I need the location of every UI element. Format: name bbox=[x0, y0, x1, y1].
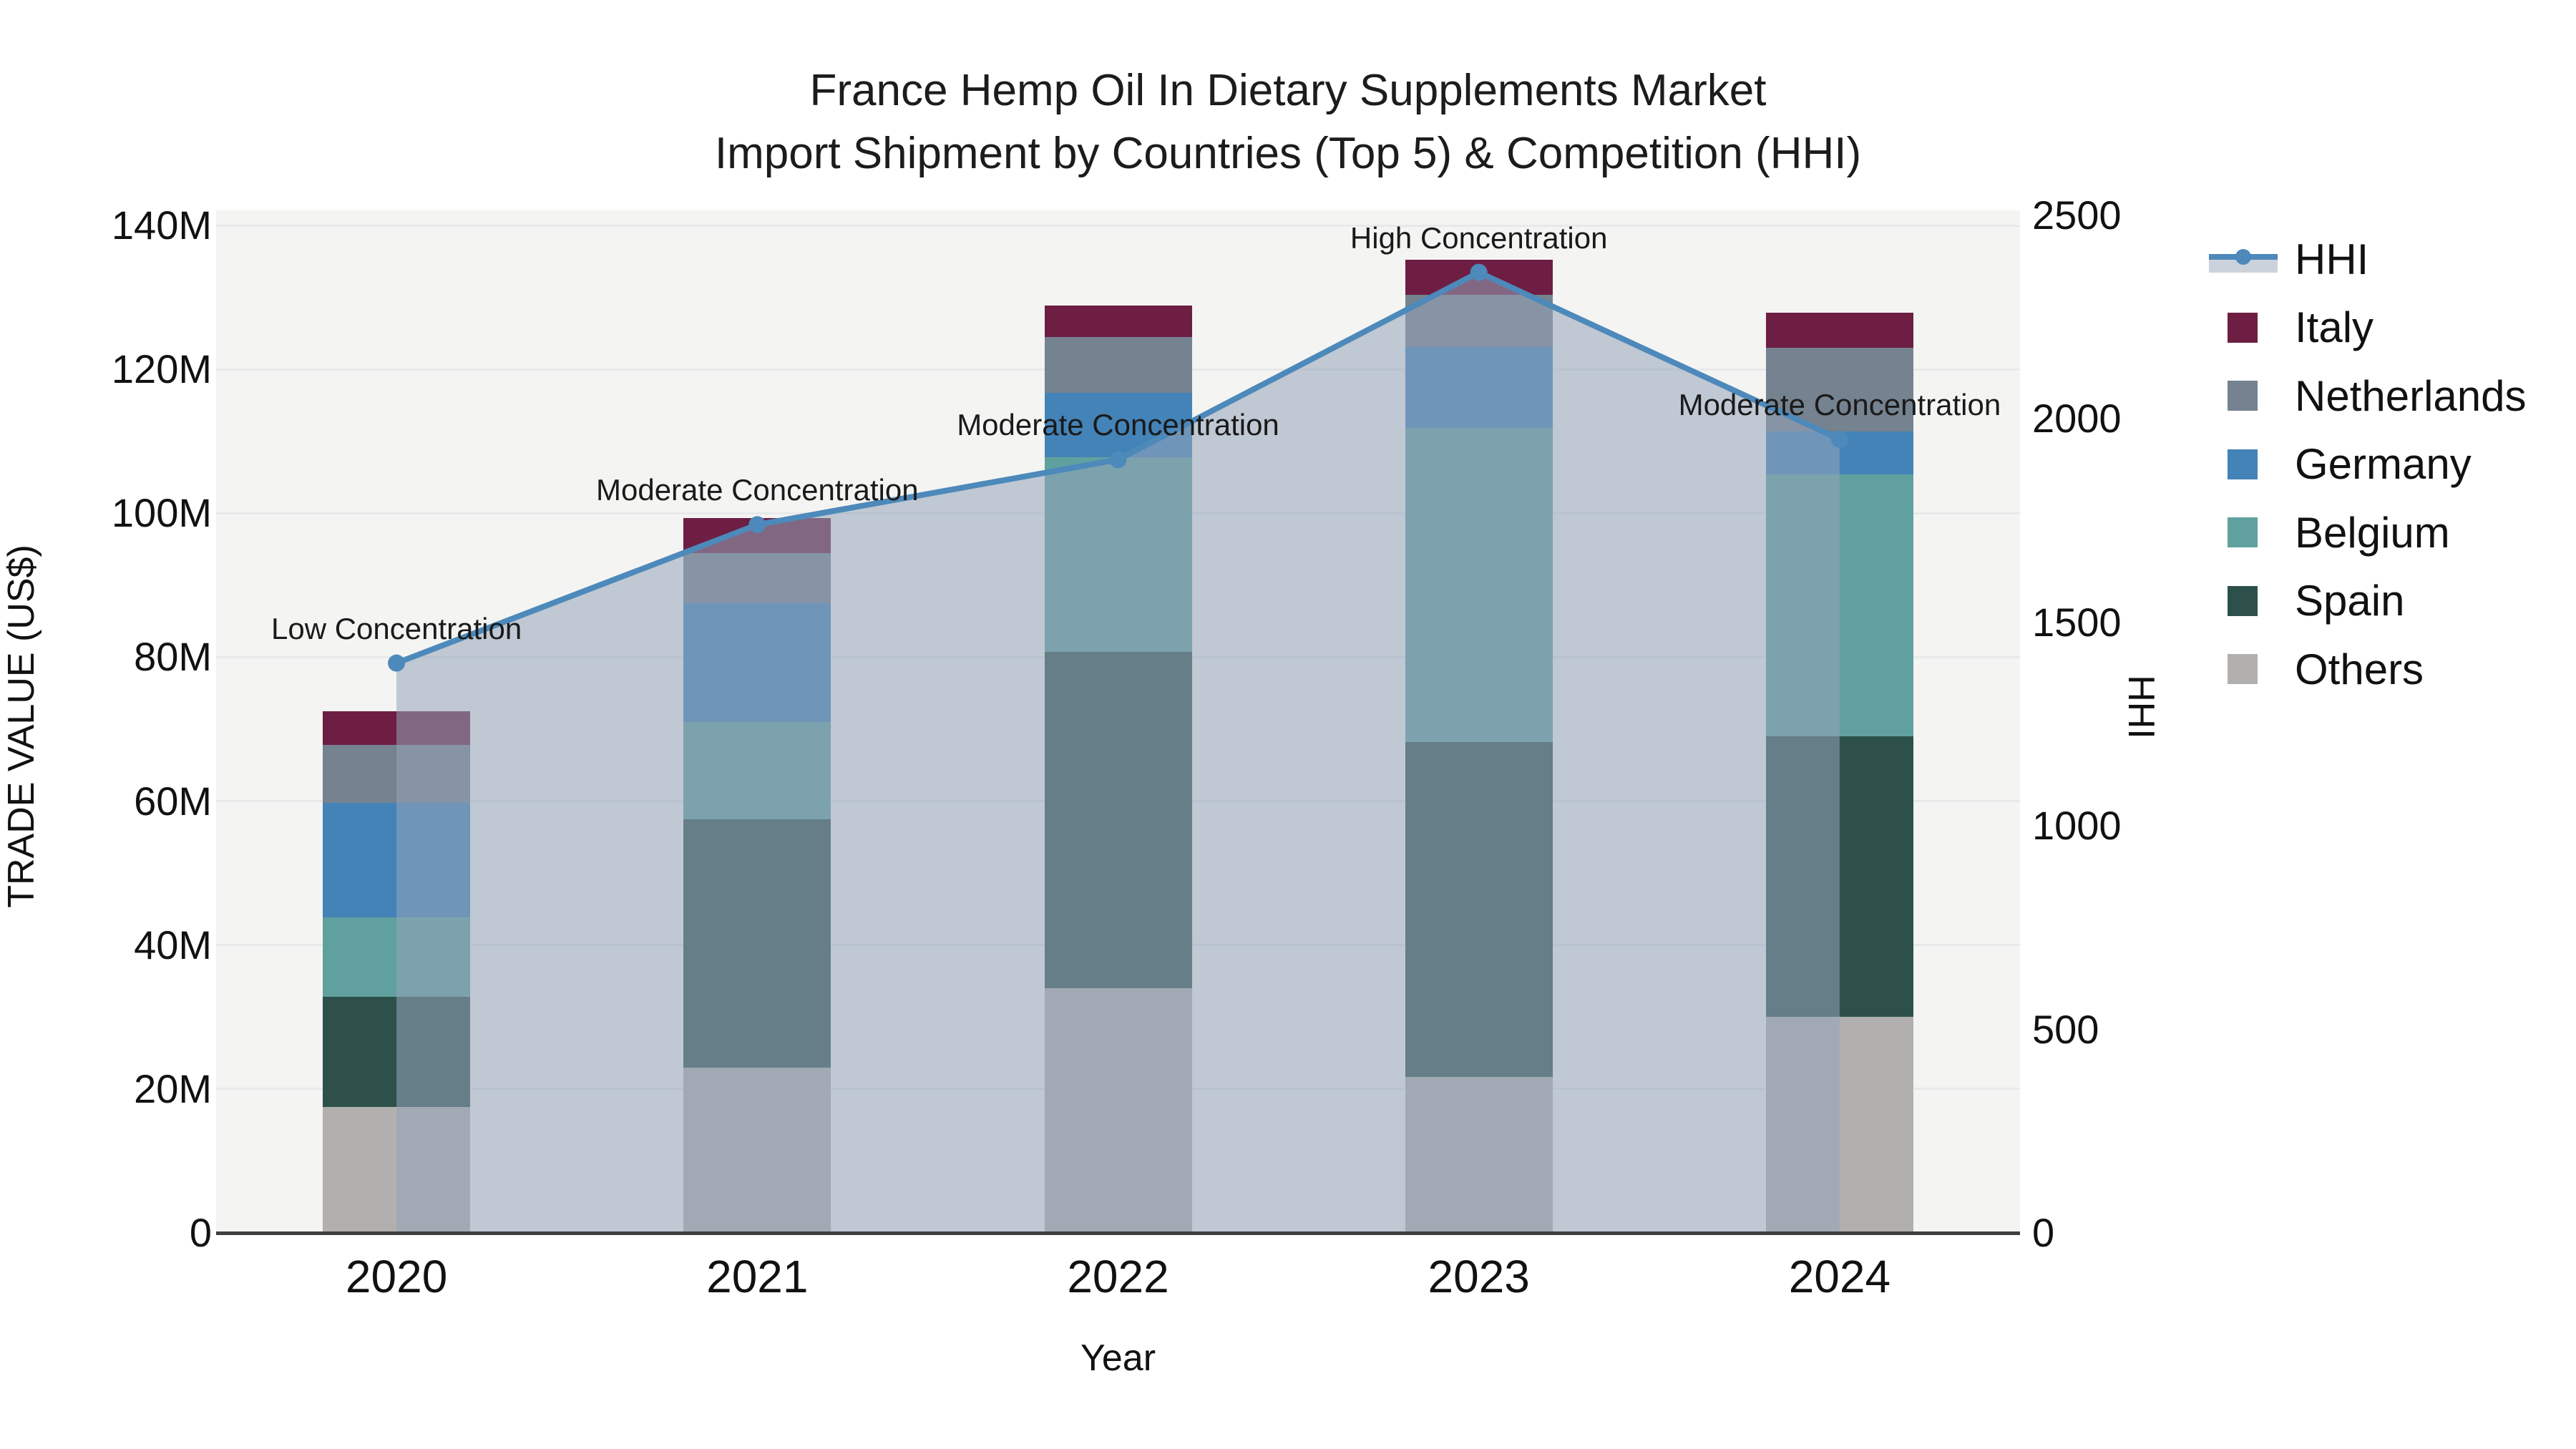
y-axis-tick-label-100M: 100M bbox=[111, 490, 212, 536]
legend-item-netherlands[interactable]: Netherlands bbox=[2209, 370, 2527, 421]
legend-label-others: Others bbox=[2295, 645, 2424, 693]
legend-item-spain[interactable]: Spain bbox=[2209, 575, 2404, 627]
y-axis-tick-label-140M: 140M bbox=[111, 203, 212, 248]
bar-segment-2020-germany[interactable] bbox=[323, 802, 471, 918]
bar-segment-2022-netherlands[interactable] bbox=[1044, 336, 1192, 394]
y-axis-tick-label-120M: 120M bbox=[111, 346, 212, 392]
bar-segment-2024-others[interactable] bbox=[1765, 1017, 1913, 1233]
legend-label-netherlands: Netherlands bbox=[2295, 371, 2527, 420]
bar-segment-2020-spain[interactable] bbox=[323, 997, 471, 1107]
bar-segment-2022-italy[interactable] bbox=[1044, 305, 1192, 337]
x-axis-tick-label-2020: 2020 bbox=[345, 1251, 448, 1302]
bar-segment-2020-belgium[interactable] bbox=[323, 917, 471, 997]
x-axis-tick-label-2024: 2024 bbox=[1788, 1251, 1891, 1302]
bar-segment-2023-germany[interactable] bbox=[1405, 346, 1553, 428]
legend-swatch-netherlands bbox=[2228, 381, 2258, 411]
bar-segment-2021-others[interactable] bbox=[683, 1067, 831, 1233]
annotation-2020: Low Concentration bbox=[270, 611, 522, 645]
bar-segment-2021-germany[interactable] bbox=[683, 603, 831, 722]
bar-segment-2022-belgium[interactable] bbox=[1044, 457, 1192, 653]
legend-item-hhi[interactable]: HHI bbox=[2209, 233, 2368, 285]
x-axis-tick-label-2021: 2021 bbox=[706, 1251, 809, 1302]
bar-segment-2024-belgium[interactable] bbox=[1765, 474, 1913, 737]
legend-swatch-others bbox=[2228, 654, 2258, 684]
legend-hhi-area-band bbox=[2209, 257, 2278, 273]
legend-label-italy: Italy bbox=[2295, 303, 2374, 351]
legend-item-belgium[interactable]: Belgium bbox=[2209, 507, 2450, 558]
bar-segment-2023-netherlands[interactable] bbox=[1405, 294, 1553, 347]
hhi-marker-2022[interactable] bbox=[1109, 451, 1127, 469]
y-axis-tick-label-20M: 20M bbox=[134, 1065, 212, 1111]
y2-axis-tick-label-1000: 1000 bbox=[2032, 803, 2122, 849]
chart-title-line-2: Import Shipment by Countries (Top 5) & C… bbox=[714, 129, 1862, 178]
chart-title-line-1: France Hemp Oil In Dietary Supplements M… bbox=[809, 66, 1767, 115]
bar-segment-2021-netherlands[interactable] bbox=[683, 552, 831, 603]
legend-hhi-marker-dot bbox=[2235, 249, 2251, 265]
x-axis-tick-label-2022: 2022 bbox=[1067, 1251, 1169, 1302]
legend-label-germany: Germany bbox=[2295, 440, 2472, 488]
bar-segment-2021-belgium[interactable] bbox=[683, 721, 831, 819]
legend-color-swatch-germany bbox=[2209, 439, 2278, 490]
legend-item-others[interactable]: Others bbox=[2209, 643, 2424, 695]
y-axis-tick-label-40M: 40M bbox=[134, 922, 212, 967]
annotation-2022: Moderate Concentration bbox=[957, 408, 1279, 442]
gridline-140M bbox=[216, 224, 2020, 227]
bar-segment-2023-spain[interactable] bbox=[1405, 742, 1553, 1077]
legend-swatch-italy bbox=[2228, 312, 2258, 343]
legend-color-swatch-belgium bbox=[2209, 507, 2278, 558]
legend-swatch-belgium bbox=[2228, 517, 2258, 547]
legend-label-belgium: Belgium bbox=[2295, 508, 2450, 557]
y2-axis-tick-label-1500: 1500 bbox=[2032, 599, 2122, 645]
y2-axis-tick-label-0: 0 bbox=[2032, 1210, 2055, 1255]
annotation-2021: Moderate Concentration bbox=[595, 473, 919, 507]
y2-axis-tick-label-2000: 2000 bbox=[2032, 396, 2122, 441]
legend-color-swatch-netherlands bbox=[2209, 370, 2278, 421]
legend-label-spain: Spain bbox=[2295, 577, 2405, 625]
x-axis-line bbox=[216, 1231, 2020, 1235]
legend-color-swatch-others bbox=[2209, 643, 2278, 695]
bar-segment-2023-belgium[interactable] bbox=[1405, 427, 1553, 743]
bar-segment-2024-italy[interactable] bbox=[1765, 312, 1913, 348]
y2-axis-title: HHI bbox=[2120, 675, 2162, 739]
bar-segment-2020-netherlands[interactable] bbox=[323, 745, 471, 803]
legend-swatch-spain bbox=[2228, 585, 2258, 616]
hhi-marker-2020[interactable] bbox=[388, 654, 406, 672]
y-axis-tick-label-80M: 80M bbox=[134, 634, 212, 680]
bar-segment-2021-spain[interactable] bbox=[683, 819, 831, 1068]
legend-item-germany[interactable]: Germany bbox=[2209, 439, 2472, 490]
bar-segment-2023-others[interactable] bbox=[1405, 1076, 1553, 1233]
bar-segment-2020-italy[interactable] bbox=[323, 711, 471, 746]
hhi-marker-2021[interactable] bbox=[748, 516, 766, 534]
x-axis-title: Year bbox=[1080, 1337, 1156, 1379]
legend-swatch-germany bbox=[2228, 449, 2258, 479]
bar-segment-2022-spain[interactable] bbox=[1044, 652, 1192, 989]
bar-segment-2024-spain[interactable] bbox=[1765, 736, 1913, 1018]
y2-axis-tick-label-500: 500 bbox=[2032, 1006, 2099, 1052]
legend-item-italy[interactable]: Italy bbox=[2209, 302, 2373, 353]
bar-segment-2020-others[interactable] bbox=[323, 1107, 471, 1233]
annotation-2023: High Concentration bbox=[1350, 220, 1608, 255]
hhi-marker-2023[interactable] bbox=[1470, 263, 1488, 281]
y2-axis-tick-label-2500: 2500 bbox=[2032, 192, 2122, 238]
y-axis-tick-label-0: 0 bbox=[189, 1210, 212, 1255]
legend-label-hhi: HHI bbox=[2295, 235, 2369, 283]
annotation-2024: Moderate Concentration bbox=[1678, 387, 2001, 421]
y-axis-title: TRADE VALUE (US$) bbox=[1, 545, 42, 908]
y-axis-tick-label-60M: 60M bbox=[134, 778, 212, 824]
legend-hhi-line-swatch bbox=[2209, 233, 2278, 285]
legend-color-swatch-spain bbox=[2209, 575, 2278, 627]
x-axis-tick-label-2023: 2023 bbox=[1428, 1251, 1530, 1302]
legend-color-swatch-italy bbox=[2209, 302, 2278, 353]
bar-segment-2022-others[interactable] bbox=[1044, 988, 1192, 1233]
hhi-marker-2024[interactable] bbox=[1830, 430, 1848, 448]
